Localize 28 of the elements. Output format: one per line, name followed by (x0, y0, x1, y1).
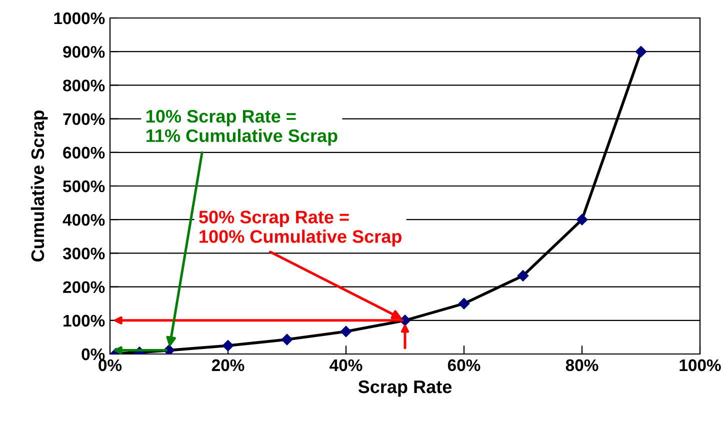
y-tick-label: 800% (63, 80, 105, 92)
y-tick-label: 700% (63, 113, 105, 126)
y-tick-label: 200% (63, 281, 105, 294)
y-tick-label: 400% (62, 214, 105, 226)
y-tick-label: 500% (63, 180, 105, 192)
y-tick-label: 300% (62, 248, 105, 260)
point (340, 326, 352, 338)
point (222, 340, 234, 352)
y-tick-label: 600% (63, 146, 105, 159)
x-tick-label: 40% (330, 359, 362, 372)
point (635, 46, 647, 58)
x-tick-label: 60% (448, 359, 480, 372)
x-tick-label: 100% (680, 359, 721, 372)
y-tick-label: 100% (64, 314, 105, 327)
y-tick-label: 0% (82, 348, 105, 360)
x-tick-label: 0% (98, 359, 122, 372)
x-axis-title: Scrap Rate (358, 380, 452, 397)
y-tick-label: 900% (63, 46, 105, 58)
point (281, 334, 293, 346)
annotation: 10% Scrap Rate = 11% Cumulative Scrap (146, 110, 338, 146)
point (458, 298, 470, 310)
y-axis-title: Cumulative Scrap (30, 110, 48, 262)
point (517, 270, 529, 282)
x-tick-label: 20% (212, 359, 244, 372)
annotation: 50% Scrap Rate = 100% Cumulative Scrap (199, 210, 402, 246)
point (576, 214, 588, 226)
x-tick-label: 80% (566, 359, 598, 372)
y-tick-label: 1000% (54, 12, 105, 24)
